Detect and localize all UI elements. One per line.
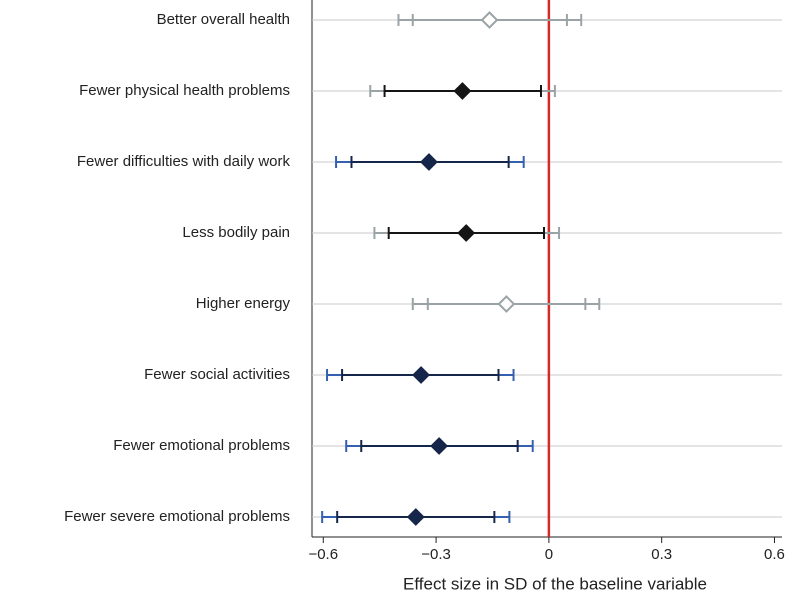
category-label: Fewer severe emotional problems [64, 508, 290, 525]
estimate-marker [497, 295, 516, 313]
estimate-marker [457, 224, 476, 242]
x-tick-label: −0.3 [421, 546, 451, 563]
estimate-marker [406, 508, 425, 526]
x-axis-label: Effect size in SD of the baseline variab… [403, 574, 707, 593]
category-label: Fewer emotional problems [113, 437, 290, 454]
estimate-marker [412, 366, 430, 384]
x-tick-label: 0 [545, 546, 553, 563]
category-label: Less bodily pain [182, 224, 290, 241]
category-label: Fewer social activities [144, 366, 290, 383]
category-label: Fewer physical health problems [79, 82, 290, 99]
category-label: Fewer difficulties with daily work [77, 153, 291, 170]
category-label: Higher energy [196, 295, 291, 312]
x-tick-label: 0.3 [651, 546, 672, 563]
estimate-marker [453, 82, 472, 100]
x-tick-label: −0.6 [308, 546, 338, 563]
estimate-marker [480, 11, 499, 29]
x-tick-label: 0.6 [764, 546, 785, 563]
category-label: Better overall health [157, 11, 290, 28]
estimate-marker [420, 153, 438, 171]
estimate-marker [430, 437, 449, 455]
